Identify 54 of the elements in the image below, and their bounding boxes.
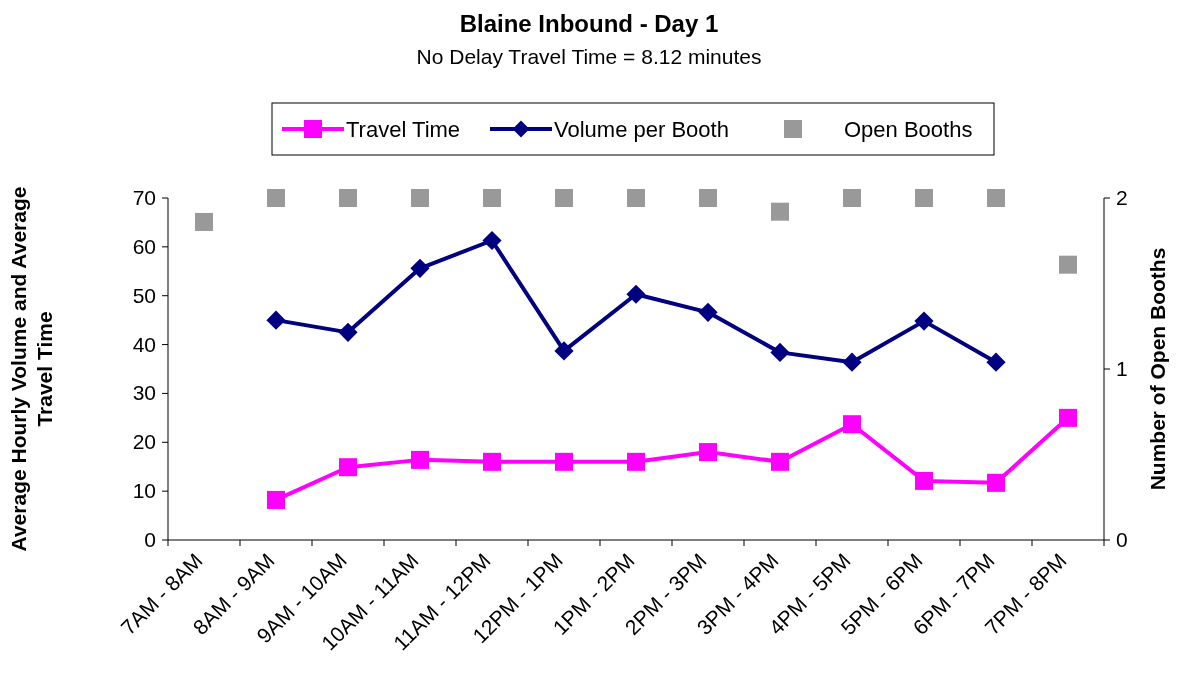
point — [699, 189, 717, 207]
point — [627, 189, 645, 207]
point — [339, 458, 357, 477]
point — [986, 352, 1006, 372]
y2-tick-label: 2 — [1116, 186, 1128, 209]
point — [411, 189, 429, 207]
chart-title: Blaine Inbound - Day 1 — [459, 10, 719, 37]
point — [843, 189, 861, 207]
y-axis-title: Average Hourly Volume and Average Travel Time — [7, 186, 56, 552]
point — [915, 471, 933, 490]
y-tick-label: 50 — [132, 283, 156, 307]
point — [771, 202, 789, 221]
point — [698, 302, 718, 322]
legend-label: Open Booths — [844, 117, 973, 142]
point — [554, 341, 574, 361]
point — [482, 230, 502, 251]
y-tick-label: 40 — [132, 332, 156, 356]
point — [843, 415, 861, 434]
point — [483, 452, 501, 471]
legend-label: Travel Time — [346, 117, 461, 142]
y2-tick-label: 0 — [1116, 528, 1128, 551]
point — [627, 452, 645, 471]
point — [338, 322, 358, 342]
point — [914, 311, 934, 331]
point — [555, 452, 573, 471]
point — [339, 189, 357, 207]
point — [987, 473, 1005, 492]
point — [699, 443, 717, 462]
point — [915, 189, 933, 207]
y-tick-label: 30 — [132, 381, 156, 405]
y2-axis-title: Number of Open Booths — [1146, 247, 1169, 491]
point — [1059, 408, 1077, 427]
point — [987, 189, 1005, 207]
point — [267, 189, 285, 207]
y2-tick-label: 1 — [1116, 357, 1128, 380]
y-tick-label: 70 — [132, 186, 156, 209]
point — [771, 452, 789, 471]
y-tick-label: 10 — [132, 479, 156, 503]
y-tick-label: 60 — [132, 234, 156, 258]
point — [770, 342, 790, 362]
legend-label: Volume per Booth — [554, 117, 729, 142]
point — [1059, 255, 1077, 274]
point — [195, 212, 213, 231]
y-tick-label: 0 — [144, 528, 156, 551]
chart-subtitle: No Delay Travel Time = 8.12 minutes — [416, 45, 762, 68]
point — [555, 189, 573, 207]
point — [267, 490, 285, 509]
point — [410, 258, 430, 278]
point — [411, 450, 429, 469]
point — [626, 284, 646, 304]
point — [266, 310, 286, 330]
point — [842, 352, 862, 372]
y-tick-label: 20 — [132, 430, 156, 454]
point — [483, 189, 501, 207]
